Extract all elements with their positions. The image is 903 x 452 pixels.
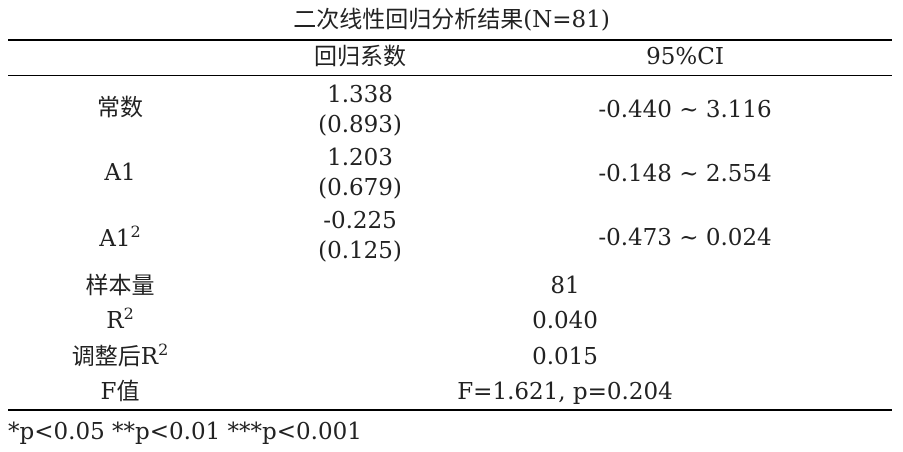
header-coef: 回归系数 <box>314 44 406 70</box>
stat-value: 0.015 <box>532 344 598 370</box>
label-sup: 2 <box>158 340 169 359</box>
top-rule <box>8 39 892 41</box>
stat-label: 调整后R2 <box>40 342 200 372</box>
label-sup: 2 <box>130 222 141 241</box>
header-ci: 95%CI <box>646 44 724 70</box>
stat-label: F值 <box>100 379 140 405</box>
bottom-rule <box>8 409 892 411</box>
ci: -0.440 ~ 3.116 <box>598 97 772 123</box>
table-title: 二次线性回归分析结果(N=81) <box>293 7 610 33</box>
ci: -0.473 ~ 0.024 <box>598 225 772 251</box>
se: (0.893) <box>318 112 402 138</box>
coef: 1.203 <box>327 145 393 171</box>
stat-label: 样本量 <box>85 273 155 299</box>
label-text: 调整后R <box>71 344 159 370</box>
stat-value: 81 <box>550 273 580 299</box>
label-sup: 2 <box>123 304 134 323</box>
coef: 1.338 <box>327 82 393 108</box>
stat-label: R2 <box>40 306 200 336</box>
se: (0.125) <box>318 238 402 264</box>
footnote: *p<0.05 **p<0.01 ***p<0.001 <box>8 419 362 445</box>
label-text: R <box>106 308 124 334</box>
stat-value: 0.040 <box>532 308 598 334</box>
stat-value: F=1.621, p=0.204 <box>457 379 673 405</box>
row-label: A1 <box>104 160 136 186</box>
row-label: 常数 <box>97 95 143 121</box>
ci: -0.148 ~ 2.554 <box>598 161 772 187</box>
header-rule <box>8 75 892 76</box>
se: (0.679) <box>318 175 402 201</box>
coef: -0.225 <box>323 208 397 234</box>
label-text: A1 <box>99 226 131 252</box>
row-label: A12 <box>40 224 200 254</box>
